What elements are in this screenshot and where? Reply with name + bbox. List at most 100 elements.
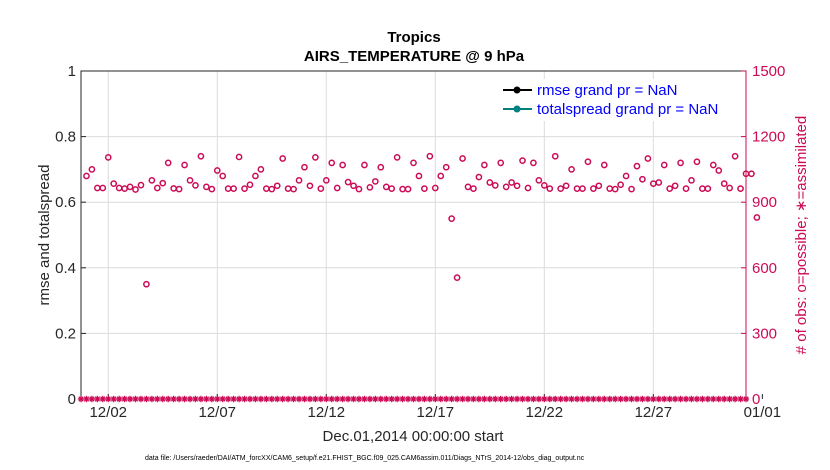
- possible-obs-point: [312, 154, 319, 161]
- assimilated-obs-point: [421, 395, 428, 403]
- assimilated-obs-point: [83, 395, 90, 403]
- possible-obs-point: [115, 184, 123, 192]
- possible-obs-point: [148, 176, 156, 184]
- assimilated-obs-point: [443, 395, 450, 403]
- assimilated-obs-point: [186, 395, 194, 403]
- assimilated-obs-point: [350, 395, 357, 403]
- assimilated-obs-point: [742, 395, 750, 403]
- assimilated-obs-point: [399, 395, 406, 403]
- assimilated-obs-point: [279, 395, 286, 403]
- assimilated-obs-point: [219, 395, 226, 403]
- assimilated-obs-point: [671, 395, 679, 403]
- possible-obs-point: [355, 185, 363, 193]
- assimilated-obs-point: [393, 395, 401, 403]
- possible-obs-point: [459, 155, 466, 162]
- possible-obs-point: [540, 182, 548, 189]
- possible-obs-point: [551, 152, 559, 160]
- y-tick-label-left: 1: [68, 63, 76, 80]
- possible-obs-point: [688, 176, 695, 184]
- assimilated-obs-point: [295, 395, 303, 403]
- possible-obs-point: [175, 185, 183, 193]
- y-tick-label-right: 0: [752, 391, 760, 408]
- possible-obs-point: [273, 182, 281, 190]
- possible-obs-point: [639, 175, 646, 183]
- possible-obs-point: [377, 163, 385, 171]
- possible-obs-point: [279, 155, 287, 162]
- assimilated-obs-point: [731, 395, 739, 403]
- assimilated-obs-point: [699, 395, 706, 403]
- possible-obs-point: [170, 185, 178, 192]
- possible-obs-point: [164, 159, 172, 167]
- possible-obs-point: [519, 157, 526, 164]
- possible-obs-point: [339, 161, 346, 169]
- assimilated-obs-point: [274, 395, 281, 403]
- possible-obs-point: [284, 185, 292, 192]
- possible-obs-point: [94, 184, 101, 192]
- assimilated-obs-point: [611, 395, 619, 403]
- possible-obs-point: [753, 214, 761, 221]
- assimilated-obs-point: [502, 395, 510, 403]
- possible-obs-point: [611, 185, 619, 193]
- assimilated-obs-point: [181, 395, 188, 403]
- possible-obs-point: [371, 178, 379, 185]
- possible-obs-point: [208, 185, 216, 193]
- possible-obs-point: [328, 159, 336, 167]
- assimilated-obs-point: [655, 395, 662, 403]
- possible-obs-point: [426, 152, 434, 160]
- assimilated-obs-point: [590, 395, 597, 403]
- possible-obs-point: [186, 176, 194, 184]
- possible-obs-point: [704, 185, 712, 192]
- possible-obs-point: [415, 172, 423, 180]
- possible-obs-point: [295, 176, 303, 184]
- axis-ticks: 12/02 12/07 12/12 12/17 12/22 12/27 01/0100.20…: [55, 63, 785, 421]
- assimilated-obs-point: [470, 395, 477, 403]
- assimilated-obs-point: [99, 395, 106, 403]
- assimilated-obs-point: [361, 395, 368, 403]
- x-tick-label: 12/22: [526, 404, 564, 421]
- grid: [81, 71, 746, 399]
- assimilated-obs-point: [154, 395, 161, 403]
- assimilated-obs-point: [552, 395, 559, 403]
- possible-obs-point: [110, 180, 118, 187]
- possible-obs-point: [388, 185, 396, 192]
- assimilated-obs-point: [241, 395, 248, 403]
- possible-obs-point: [677, 159, 684, 167]
- chart-title: Tropics: [387, 29, 440, 46]
- y-tick-label-right: 1500: [752, 63, 785, 80]
- assimilated-obs-point: [143, 395, 150, 403]
- possible-obs-point: [481, 161, 488, 169]
- assimilated-obs-point: [562, 395, 570, 403]
- chart-subtitle: AIRS_TEMPERATURE @ 9 hPa: [304, 48, 525, 65]
- assimilated-obs-point: [214, 395, 221, 403]
- y-tick-label-left: 0.4: [55, 260, 76, 277]
- assimilated-obs-point: [726, 395, 733, 403]
- possible-obs-point: [333, 184, 341, 192]
- assimilated-obs-point: [137, 395, 145, 403]
- x-tick-label: 01/01: [744, 404, 782, 421]
- assimilated-obs-point: [492, 395, 499, 403]
- assimilated-obs-point: [197, 395, 205, 403]
- possible-obs-point: [431, 184, 439, 192]
- assimilated-obs-point: [383, 395, 390, 403]
- possible-obs-point: [573, 185, 581, 192]
- y-axis-label-right: # of obs: o=possible; ∗=assimilated: [793, 116, 810, 355]
- possible-obs-point: [502, 183, 510, 191]
- possible-obs-point: [197, 152, 205, 160]
- assimilated-obs-point: [312, 395, 319, 403]
- assimilated-obs-point: [121, 395, 128, 403]
- assimilated-obs-point: [339, 395, 346, 403]
- assimilated-obs-point: [415, 395, 423, 403]
- possible-obs-point: [153, 184, 161, 192]
- possible-obs-point: [246, 181, 254, 189]
- assimilated-obs-point: [372, 395, 379, 403]
- assimilated-obs-point: [475, 395, 483, 403]
- assimilated-obs-point: [159, 395, 166, 403]
- assimilated-obs-point: [268, 395, 275, 403]
- assimilated-obs-point: [284, 395, 292, 403]
- possible-obs-point: [306, 182, 314, 190]
- possible-obs-point: [666, 185, 674, 192]
- assimilated-obs-point: [263, 395, 270, 403]
- possible-obs-point: [737, 185, 744, 192]
- possible-obs-point: [464, 183, 472, 191]
